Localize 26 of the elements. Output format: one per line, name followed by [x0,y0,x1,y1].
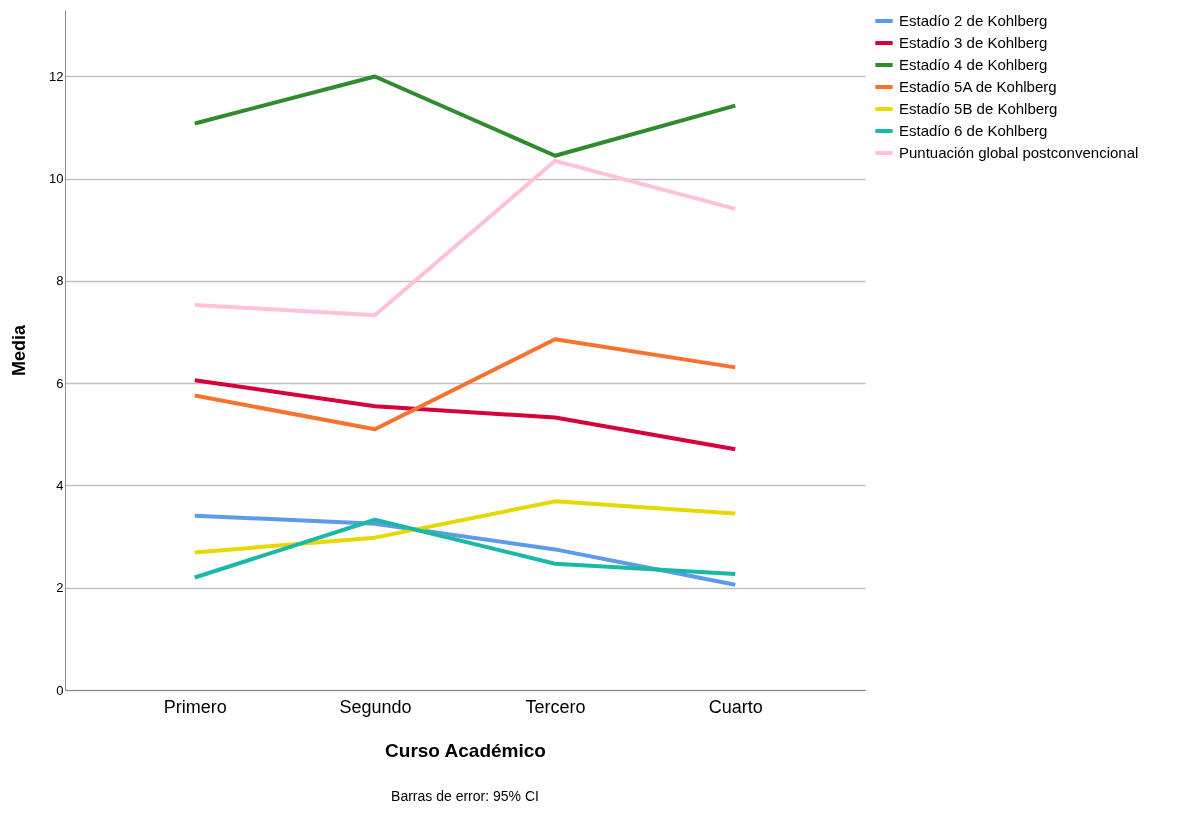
legend-label: Puntuación global postconvencional [899,144,1139,161]
legend-label: Estadío 5B de Kohlberg [899,100,1058,117]
legend-label: Estadío 4 de Kohlberg [899,56,1048,73]
x-tick-label: Primero [163,696,227,717]
line-series [192,499,738,555]
y-tick-label: 0 [56,682,64,698]
x-axis-title: Curso Académico [385,739,546,761]
line-series [192,378,738,452]
legend-label: Estadío 5A de Kohlberg [899,78,1057,95]
line-series [192,74,738,158]
text: Barras de error: 95% CI [391,788,539,804]
x-tick-label: Cuarto [708,696,763,717]
x-tick-label: Tercero [525,696,586,717]
y-tick-label: 8 [56,273,64,289]
y-axis-title: Media [9,324,30,377]
y-tick-label: 12 [49,68,64,84]
x-tick-label: Segundo [339,696,412,717]
legend-label: Estadío 2 de Kohlberg [899,12,1048,29]
line-series [192,158,738,318]
line-series [192,337,738,432]
y-tick-label: 2 [56,580,64,596]
y-tick-label: 10 [49,171,64,187]
y-tick-label: 4 [56,477,64,493]
y-tick-label: 6 [56,375,64,391]
legend-label: Estadío 6 de Kohlberg [899,122,1048,139]
legend-label: Estadío 3 de Kohlberg [899,34,1048,51]
